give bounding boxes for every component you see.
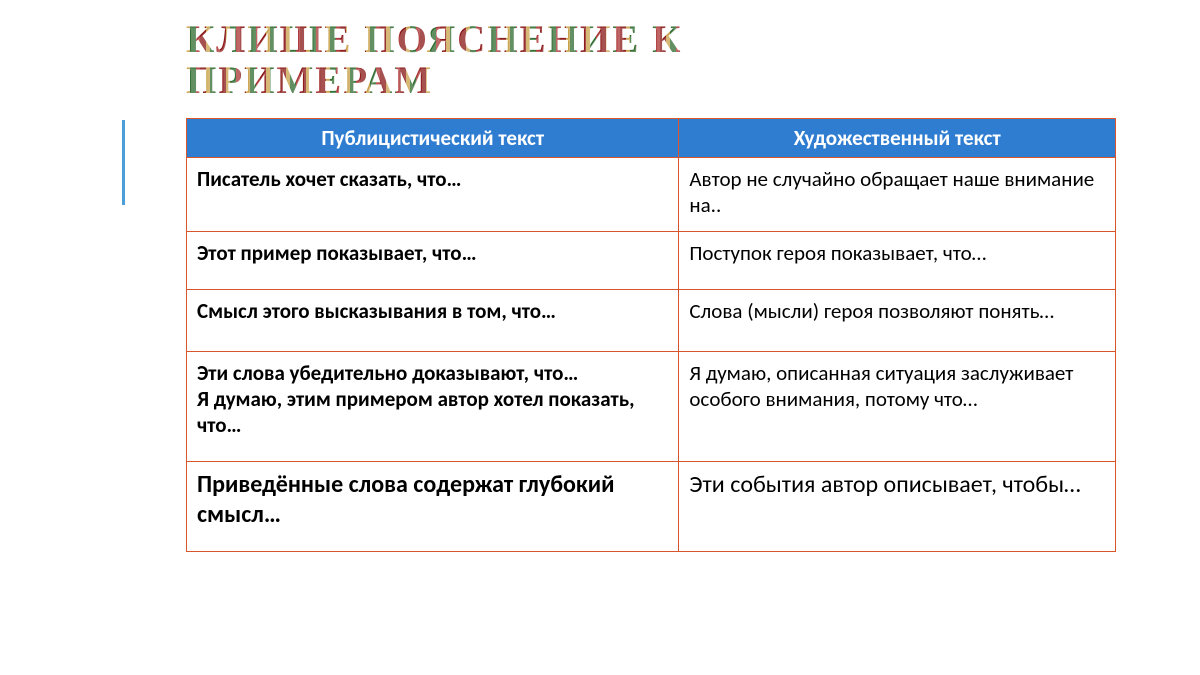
table-row: Смысл этого высказывания в том, что… Сло… — [187, 289, 1116, 351]
col-header-left: Публицистический текст — [187, 118, 679, 157]
table-container: Публицистический текст Художественный те… — [0, 102, 1200, 552]
cell-left: Эти слова убедительно доказывают, что…Я … — [187, 351, 679, 461]
cell-left: Приведённые слова содержат глубокий смыс… — [187, 461, 679, 551]
cell-right: Я думаю, описанная ситуация заслуживает … — [679, 351, 1116, 461]
cell-right: Автор не случайно обращает наше внимание… — [679, 157, 1116, 231]
slide: КЛИШЕ ПОЯСНЕНИЕ К ПРИМЕРАМ Публицистичес… — [0, 0, 1200, 675]
table-row: Эти слова убедительно доказывают, что…Я … — [187, 351, 1116, 461]
cell-left: Этот пример показывает, что… — [187, 231, 679, 289]
table-row: Приведённые слова содержат глубокий смыс… — [187, 461, 1116, 551]
cell-right: Эти события автор описывает, чтобы… — [679, 461, 1116, 551]
table-row: Писатель хочет сказать, что… Автор не сл… — [187, 157, 1116, 231]
cell-left: Смысл этого высказывания в том, что… — [187, 289, 679, 351]
title-line-1: КЛИШЕ ПОЯСНЕНИЕ К — [186, 18, 682, 61]
cell-right: Слова (мысли) героя позволяют понять… — [679, 289, 1116, 351]
accent-bar — [122, 120, 125, 205]
cell-left: Писатель хочет сказать, что… — [187, 157, 679, 231]
cliche-table: Публицистический текст Художественный те… — [186, 118, 1116, 552]
table-header-row: Публицистический текст Художественный те… — [187, 118, 1116, 157]
cell-right: Поступок героя показывает, что… — [679, 231, 1116, 289]
table-row: Этот пример показывает, что… Поступок ге… — [187, 231, 1116, 289]
col-header-right: Художественный текст — [679, 118, 1116, 157]
slide-title: КЛИШЕ ПОЯСНЕНИЕ К ПРИМЕРАМ — [0, 20, 1200, 102]
title-line-2: ПРИМЕРАМ — [186, 59, 433, 102]
